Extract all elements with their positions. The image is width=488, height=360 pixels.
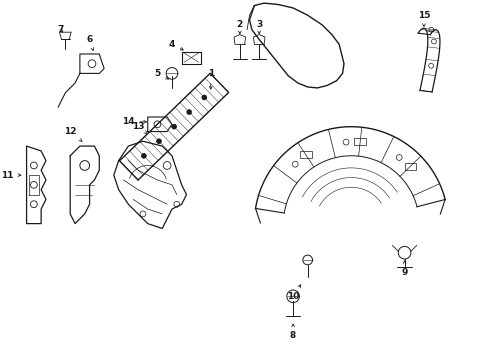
Circle shape bbox=[186, 110, 191, 114]
Text: 3: 3 bbox=[256, 21, 262, 34]
Text: 7: 7 bbox=[57, 25, 63, 34]
Text: 15: 15 bbox=[417, 11, 429, 27]
Text: 11: 11 bbox=[1, 171, 21, 180]
Circle shape bbox=[171, 124, 176, 129]
Text: 9: 9 bbox=[401, 261, 407, 276]
Text: 8: 8 bbox=[289, 324, 296, 339]
Text: 4: 4 bbox=[168, 40, 183, 50]
Circle shape bbox=[202, 95, 206, 100]
Text: 13: 13 bbox=[132, 122, 147, 134]
Text: 12: 12 bbox=[64, 127, 82, 141]
Text: 1: 1 bbox=[207, 69, 213, 89]
Text: 6: 6 bbox=[86, 35, 94, 50]
Circle shape bbox=[156, 139, 161, 144]
Text: 2: 2 bbox=[236, 21, 243, 34]
Circle shape bbox=[141, 153, 146, 158]
Text: 14: 14 bbox=[122, 117, 146, 126]
Text: 10: 10 bbox=[286, 285, 300, 301]
Text: 5: 5 bbox=[154, 69, 168, 79]
